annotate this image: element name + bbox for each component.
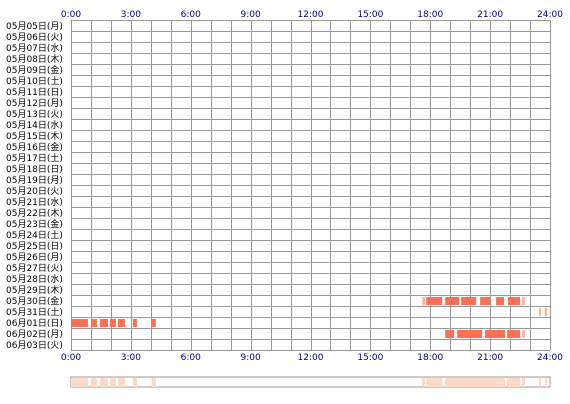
activity-segment bbox=[445, 330, 455, 338]
row-label: 05月23日(金) bbox=[6, 218, 63, 230]
row-label: 05月14日(水) bbox=[6, 119, 63, 131]
summary-segment bbox=[457, 378, 483, 387]
summary-segment bbox=[132, 378, 137, 387]
row-label: 05月13日(火) bbox=[6, 109, 63, 120]
activity-segment bbox=[71, 319, 88, 327]
summary-segment bbox=[109, 378, 116, 387]
activity-segment bbox=[422, 297, 426, 305]
x-tick-label-top: 18:00 bbox=[417, 10, 443, 20]
summary-segment bbox=[445, 378, 455, 387]
x-tick-label-bottom: 15:00 bbox=[357, 353, 383, 363]
row-label: 05月11日(日) bbox=[6, 87, 63, 98]
x-tick-label-top: 3:00 bbox=[121, 10, 141, 20]
row-label: 05月26日(月) bbox=[6, 252, 63, 263]
row-label: 05月17日(土) bbox=[6, 152, 63, 164]
row-label: 05月06日(火) bbox=[6, 32, 63, 43]
activity-segment bbox=[99, 319, 108, 327]
activity-segment bbox=[117, 319, 125, 327]
activity-segment bbox=[457, 330, 483, 338]
activity-segment bbox=[151, 319, 156, 327]
row-label: 05月31日(土) bbox=[6, 306, 63, 318]
activity-segment bbox=[545, 308, 548, 316]
x-tick-label-bottom: 18:00 bbox=[417, 353, 443, 363]
row-label: 05月15日(木) bbox=[6, 130, 63, 142]
activity-segment bbox=[485, 330, 506, 338]
x-tick-label-top: 12:00 bbox=[298, 10, 324, 20]
x-tick-label-top: 0:00 bbox=[61, 10, 81, 20]
summary-segment bbox=[507, 378, 521, 387]
x-tick-label-top: 21:00 bbox=[477, 10, 503, 20]
x-tick-label-bottom: 12:00 bbox=[298, 353, 324, 363]
row-label: 05月21日(水) bbox=[6, 196, 63, 208]
x-tick-label-bottom: 9:00 bbox=[241, 353, 261, 363]
activity-segment bbox=[109, 319, 116, 327]
row-label: 05月22日(木) bbox=[6, 207, 63, 219]
x-tick-label-bottom: 24:00 bbox=[537, 353, 563, 363]
activity-segment bbox=[507, 330, 521, 338]
row-label: 05月05日(月) bbox=[6, 21, 63, 32]
row-label: 05月30日(金) bbox=[6, 295, 63, 307]
summary-segment bbox=[545, 378, 548, 387]
activity-segment bbox=[90, 319, 97, 327]
row-label: 06月02日(月) bbox=[6, 329, 63, 340]
x-tick-label-top: 15:00 bbox=[357, 10, 383, 20]
summary-segment bbox=[522, 378, 526, 387]
row-label: 05月27日(火) bbox=[6, 263, 63, 274]
row-label: 05月20日(火) bbox=[6, 186, 63, 197]
activity-segment bbox=[496, 297, 505, 305]
activity-segment bbox=[522, 297, 526, 305]
x-tick-label-bottom: 21:00 bbox=[477, 353, 503, 363]
row-label: 05月10日(土) bbox=[6, 75, 63, 87]
x-tick-label-bottom: 6:00 bbox=[181, 353, 201, 363]
summary-segment bbox=[422, 378, 426, 387]
activity-segment bbox=[522, 330, 526, 338]
summary-segment bbox=[485, 378, 506, 387]
row-label: 05月16日(金) bbox=[6, 141, 63, 153]
summary-segment bbox=[71, 378, 88, 387]
row-label: 05月19日(月) bbox=[6, 175, 63, 186]
activity-segment bbox=[445, 297, 460, 305]
activity-segment bbox=[461, 297, 477, 305]
activity-segment bbox=[539, 308, 542, 316]
row-label: 05月08日(木) bbox=[6, 53, 63, 65]
x-tick-label-top: 9:00 bbox=[241, 10, 261, 20]
activity-segment bbox=[132, 319, 137, 327]
summary-segment bbox=[117, 378, 125, 387]
row-label: 05月12日(月) bbox=[6, 98, 63, 109]
x-tick-label-top: 24:00 bbox=[537, 10, 563, 20]
x-tick-label-bottom: 0:00 bbox=[61, 353, 81, 363]
activity-segment bbox=[426, 297, 443, 305]
activity-segment bbox=[480, 297, 491, 305]
summary-segment bbox=[151, 378, 156, 387]
row-label: 05月25日(日) bbox=[6, 241, 63, 252]
row-label: 05月18日(日) bbox=[6, 164, 63, 175]
x-tick-label-bottom: 3:00 bbox=[121, 353, 141, 363]
summary-segment bbox=[99, 378, 108, 387]
summary-segment bbox=[90, 378, 97, 387]
activity-segment bbox=[508, 297, 521, 305]
row-label: 05月07日(水) bbox=[6, 42, 63, 54]
summary-segment bbox=[539, 378, 542, 387]
row-label: 05月09日(金) bbox=[6, 64, 63, 76]
row-label: 06月03日(火) bbox=[6, 340, 63, 351]
row-label: 05月29日(木) bbox=[6, 284, 63, 296]
summary-segment bbox=[426, 378, 443, 387]
row-label: 05月24日(土) bbox=[6, 229, 63, 241]
row-label: 05月28日(水) bbox=[6, 273, 63, 285]
x-tick-label-top: 6:00 bbox=[181, 10, 201, 20]
row-label: 06月01日(日) bbox=[6, 318, 63, 329]
